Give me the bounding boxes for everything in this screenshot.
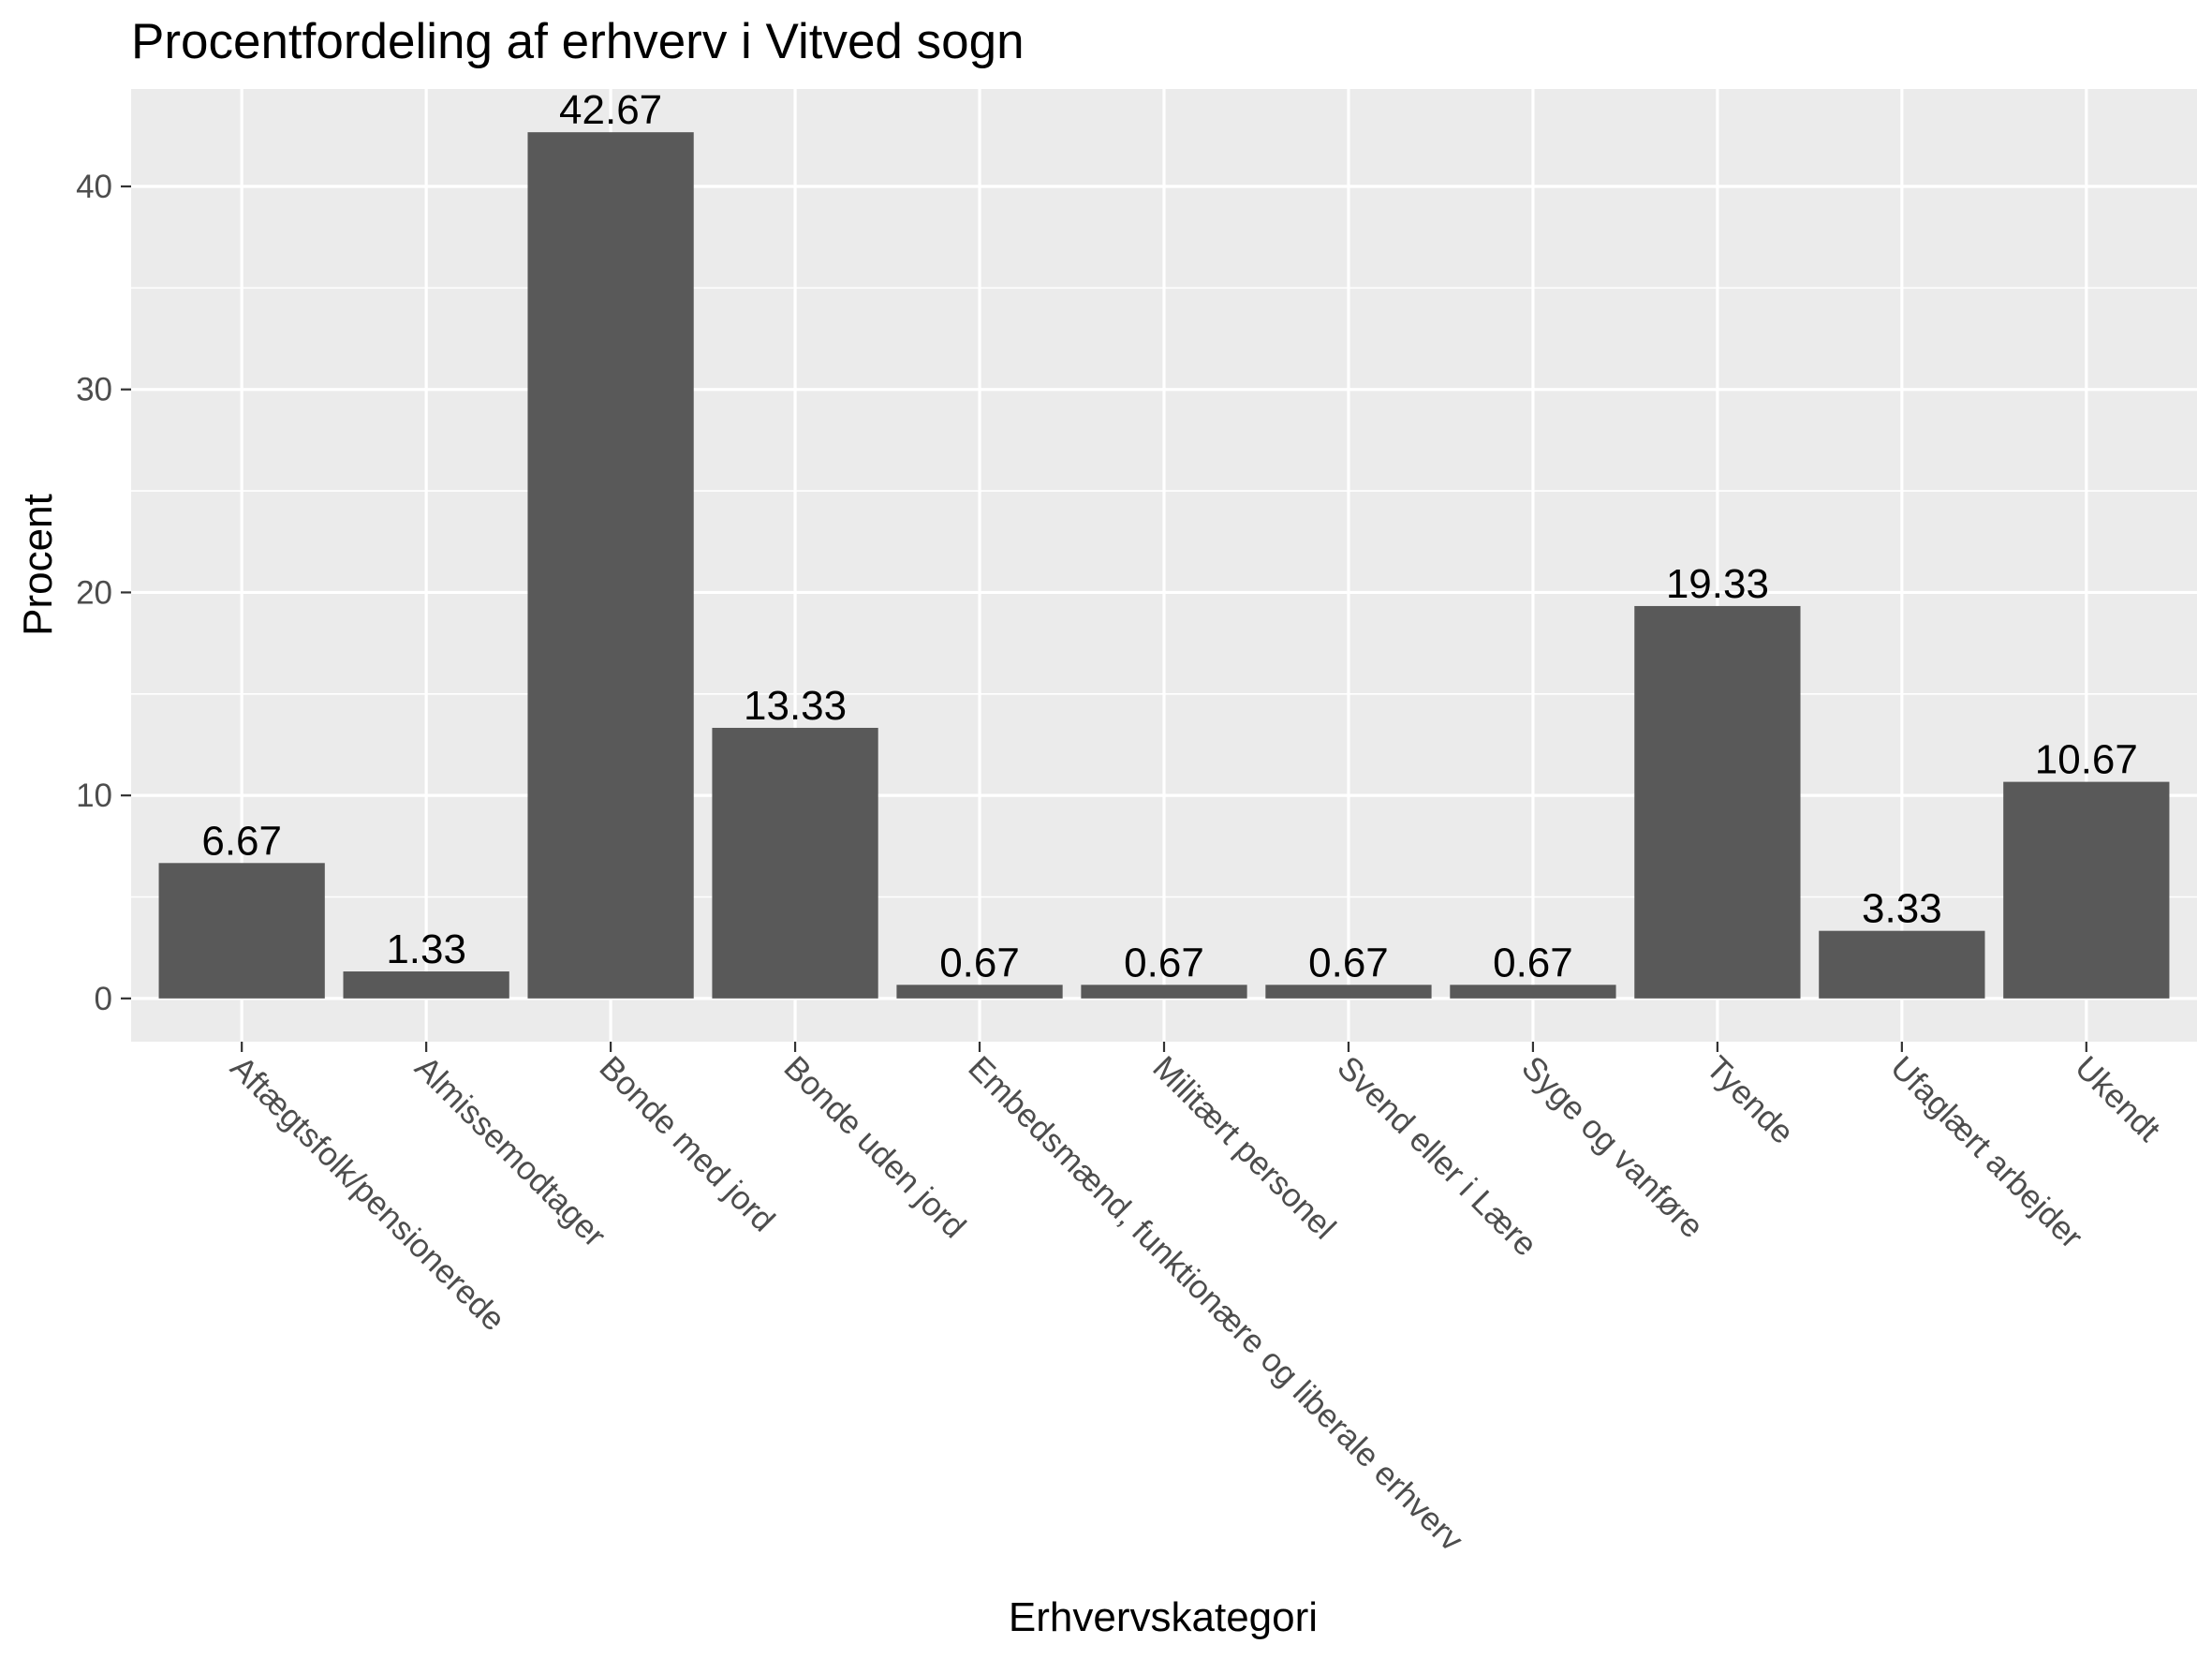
bar-value-label: 13.33 <box>744 683 847 729</box>
bar-value-label: 0.67 <box>1308 940 1389 985</box>
bar-value-label: 6.67 <box>201 818 282 864</box>
bars <box>158 132 2170 999</box>
y-tick-label: 0 <box>95 981 112 1017</box>
x-tick-label: Svend eller i Lære <box>1330 1049 1543 1263</box>
bar-value-label: 0.67 <box>1124 940 1204 985</box>
y-tick-label: 10 <box>76 778 112 814</box>
bar-value-label: 3.33 <box>1862 886 1942 932</box>
x-tick-label: Bonde uden jord <box>776 1049 972 1245</box>
x-tick-label: Bonde med jord <box>592 1049 781 1238</box>
bar <box>158 863 325 999</box>
y-axis: 0 10 20 30 40 <box>76 169 131 1017</box>
x-tick-label: Tyende <box>1699 1049 1801 1151</box>
bar-value-label: 19.33 <box>1666 561 1769 607</box>
bar-value-label: 42.67 <box>559 87 662 133</box>
bar <box>343 971 509 999</box>
x-tick-label: Ukendt <box>2068 1049 2167 1148</box>
x-axis-title: Erhvervskategori <box>1009 1594 1318 1640</box>
bar <box>1450 985 1616 999</box>
value-labels: 6.67 1.33 42.67 13.33 0.67 0.67 0.67 0.67 19.33 3… <box>201 87 2138 985</box>
y-tick-label: 30 <box>76 372 112 408</box>
bar <box>1265 985 1432 999</box>
chart-title: Procentfordeling af erhverv i Vitved sog… <box>131 14 1025 69</box>
x-tick-label: Syge og vanføre <box>1514 1049 1710 1245</box>
x-tick-label: Ufaglært arbejder <box>1883 1049 2089 1255</box>
bar-value-label: 10.67 <box>2035 737 2138 783</box>
x-axis: Aftægtsfolk/pensioneredeAlmissemodtagerB… <box>224 1042 2167 1559</box>
x-tick-label: Almissemodtager <box>407 1049 612 1254</box>
x-tick-label: Militært personel <box>1145 1049 1343 1247</box>
bar-value-label: 0.67 <box>939 940 1020 985</box>
bar <box>712 727 878 999</box>
y-tick-label: 20 <box>76 574 112 611</box>
bar <box>2003 781 2170 999</box>
bar-value-label: 0.67 <box>1493 940 1573 985</box>
bar <box>527 132 694 999</box>
bar <box>1819 930 1985 999</box>
bar <box>896 985 1063 999</box>
bar-value-label: 1.33 <box>386 926 466 972</box>
bar <box>1081 985 1247 999</box>
bar <box>1634 605 1801 999</box>
y-tick-label: 40 <box>76 169 112 205</box>
y-axis-title: Procent <box>15 494 61 636</box>
